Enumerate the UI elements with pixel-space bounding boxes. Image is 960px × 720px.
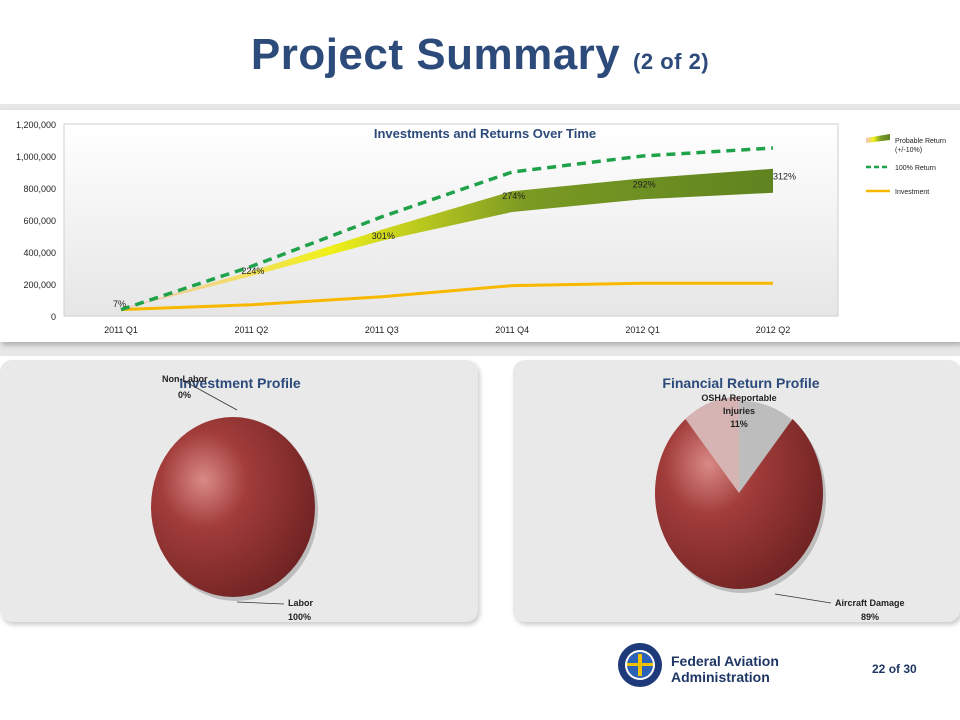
- investment-profile-title: Investment Profile: [179, 375, 301, 391]
- pie-pct-aircraft: 89%: [861, 612, 879, 622]
- data-label: 224%: [241, 266, 264, 276]
- data-label: 292%: [633, 180, 656, 190]
- y-tick-label: 600,000: [23, 216, 56, 226]
- y-tick-label: 1,000,000: [16, 152, 56, 162]
- y-tick-label: 0: [51, 312, 56, 322]
- agency-name: Federal Aviation Administration: [671, 653, 779, 685]
- data-label: 7%: [113, 299, 126, 309]
- financial-return-title: Financial Return Profile: [662, 375, 819, 391]
- y-tick-label: 200,000: [23, 280, 56, 290]
- slide-title: Project Summary (2 of 2): [0, 30, 960, 80]
- line-chart: 0 200,000 400,000 600,000 800,000 1,000,000 1,…: [16, 120, 946, 335]
- leader-line-labor: [236, 601, 285, 605]
- data-label: 312%: [773, 172, 796, 182]
- slide-subtitle: (2 of 2): [633, 49, 710, 74]
- pie-pct-labor: 100%: [288, 612, 311, 622]
- line-chart-panel: 0 200,000 400,000 600,000 800,000 1,000,000 1,…: [0, 110, 960, 342]
- legend-label-investment: Investment: [895, 189, 929, 196]
- y-tick-label: 800,000: [23, 184, 56, 194]
- pie-label-labor: Labor: [288, 598, 313, 608]
- legend-label-return: 100% Return: [895, 165, 936, 172]
- pie-label-osha: OSHA Reportable: [701, 393, 776, 403]
- pie-pct-non-labor: 0%: [178, 390, 191, 400]
- legend-label-probable: Probable Return: [895, 138, 946, 145]
- page-number: 22 of 30: [872, 662, 917, 676]
- leader-line-non-labor: [185, 381, 238, 411]
- x-tick-label: 2011 Q2: [234, 325, 268, 335]
- financial-return-panel: Financial Return Profile OSHA Reportable…: [513, 360, 960, 622]
- agency-line-1: Federal Aviation: [671, 653, 779, 669]
- x-tick-label: 2011 Q4: [495, 325, 529, 335]
- line-chart-title: Investments and Returns Over Time: [374, 126, 596, 141]
- pie-pct-osha: 11%: [730, 419, 748, 429]
- legend-label-probable-range: (+/-10%): [895, 147, 922, 154]
- data-label: 301%: [372, 231, 395, 241]
- pie-label-aircraft: Aircraft Damage: [835, 598, 905, 608]
- x-tick-label: 2012 Q2: [756, 325, 791, 335]
- faa-seal-icon: [618, 643, 662, 687]
- pie-label-non-labor: Non-Labor: [162, 374, 208, 384]
- data-label: 274%: [502, 191, 525, 201]
- x-tick-label: 2011 Q1: [104, 325, 138, 335]
- pie-label-osha-line2: Injuries: [723, 406, 755, 416]
- y-tick-label: 1,200,000: [16, 120, 56, 130]
- probable-return-band: [121, 168, 773, 310]
- pie-slice-osha-injuries: [685, 397, 739, 493]
- financial-return-chart: Financial Return Profile OSHA Reportable…: [655, 375, 905, 622]
- legend-swatch-probable: [866, 134, 890, 143]
- investment-line: [120, 281, 773, 312]
- slide-title-text: Project Summary: [250, 30, 621, 79]
- x-tick-label: 2011 Q3: [365, 325, 399, 335]
- leader-line-aircraft: [774, 593, 832, 604]
- investment-profile-chart: Investment Profile Non-Labor 0% Labor 100%: [151, 374, 318, 622]
- full-return-line: [120, 146, 774, 312]
- agency-line-2: Administration: [671, 669, 770, 685]
- pie-slice-labor: [151, 417, 315, 597]
- page-total: of 30: [888, 662, 917, 676]
- page-current: 22: [872, 662, 886, 676]
- x-tick-label: 2012 Q1: [625, 325, 660, 335]
- y-tick-label: 400,000: [23, 248, 56, 258]
- investment-profile-panel: Investment Profile Non-Labor 0% Labor 100%: [0, 360, 478, 622]
